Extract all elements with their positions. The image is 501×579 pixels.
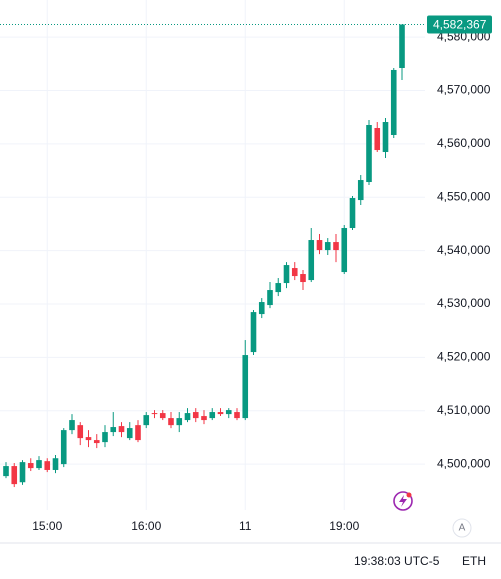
candle-body: [308, 240, 315, 281]
candle-body: [382, 122, 389, 153]
candle-body: [27, 463, 34, 469]
candle-body: [184, 413, 191, 421]
y-tick-label: 4,520,000: [437, 350, 491, 364]
y-tick-label: 4,540,000: [437, 243, 491, 257]
x-tick-label: 16:00: [131, 519, 161, 533]
candle-body: [258, 302, 265, 315]
y-tick-label: 4,570,000: [437, 83, 491, 97]
x-tick-label: 15:00: [32, 519, 62, 533]
candle-body: [283, 265, 290, 284]
candle-body: [85, 437, 92, 441]
candle-body: [349, 198, 356, 229]
candle-body: [176, 418, 183, 426]
last-price-tag: [427, 15, 492, 34]
candle-body: [52, 458, 59, 470]
candle-body: [11, 466, 18, 485]
y-tick-label: 4,530,000: [437, 296, 491, 310]
candle-body: [267, 290, 273, 306]
candle-body: [390, 69, 397, 135]
candle-body: [135, 425, 141, 441]
icon-dot: [406, 492, 412, 498]
candle-body: [143, 415, 150, 426]
candle-body: [69, 420, 75, 431]
x-tick-label: 11: [239, 519, 252, 533]
candle-body: [209, 412, 216, 419]
candle-body: [168, 418, 174, 426]
candle-body: [60, 430, 67, 465]
lightning-icon[interactable]: [393, 491, 413, 511]
candle-body: [44, 461, 51, 470]
candle-body: [217, 412, 224, 415]
candle-body: [36, 460, 42, 469]
candle-body: [357, 180, 364, 201]
y-tick-label: 4,500,000: [437, 456, 491, 470]
y-tick-label: 4,550,000: [437, 189, 491, 203]
icon-bolt: [399, 495, 407, 507]
last-price-label: 4,582,367: [433, 18, 487, 32]
candle-body: [242, 355, 249, 419]
candle-body: [275, 283, 282, 293]
candle-body: [77, 425, 84, 439]
candle-body: [300, 274, 306, 283]
candle-body: [374, 127, 381, 151]
candle-body: [234, 412, 240, 419]
candle-body: [118, 426, 125, 433]
candle-body: [399, 24, 405, 68]
auto-scale-button[interactable]: [452, 518, 472, 538]
candle-body: [159, 413, 166, 419]
candle-body: [93, 440, 100, 444]
candle-body: [110, 427, 117, 433]
candle-body: [291, 268, 298, 277]
candle-body: [316, 240, 323, 251]
candle-body: [19, 462, 26, 483]
candle-body: [250, 312, 257, 353]
auto-scale-label[interactable]: A: [459, 523, 466, 534]
candle-body: [201, 416, 207, 421]
candle-body: [341, 228, 348, 273]
icon-ring: [393, 491, 413, 511]
y-tick-label: 4,510,000: [437, 403, 491, 417]
candle-body: [225, 410, 232, 415]
y-tick-label: 4,560,000: [437, 136, 491, 150]
candle-body: [126, 428, 133, 439]
symbol: ETH: [462, 554, 486, 568]
x-tick-label: 19:00: [329, 519, 359, 533]
clock: 19:38:03 UTC-5: [354, 554, 440, 568]
candle-body: [333, 242, 339, 251]
candle-body: [151, 413, 158, 415]
candle-body: [3, 466, 9, 477]
candle-body: [192, 412, 199, 419]
candle-body: [102, 432, 108, 443]
plot: 4,500,000 4,510,000 4,520,000 4,530,000 4,54…: [0, 0, 492, 533]
candle-body: [366, 125, 372, 183]
candle-body: [324, 242, 331, 251]
